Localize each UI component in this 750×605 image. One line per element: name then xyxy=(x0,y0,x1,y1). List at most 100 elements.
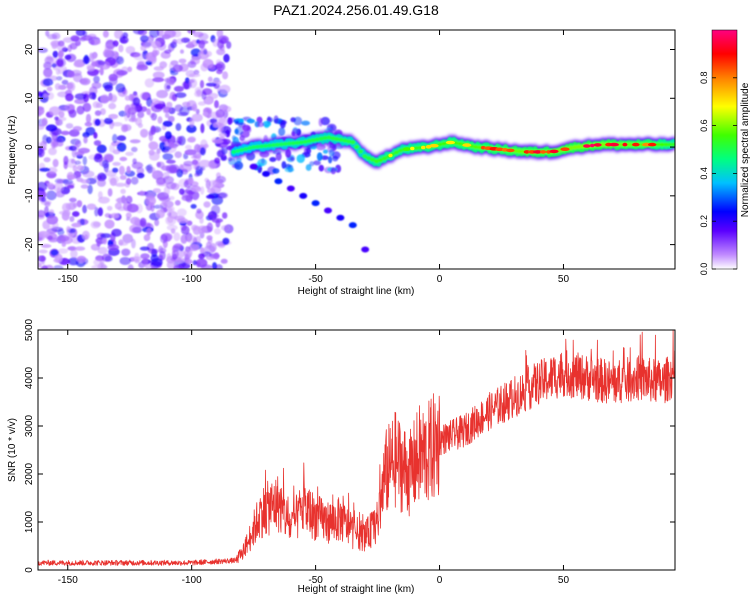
noise-blob xyxy=(234,161,244,170)
noise-blob xyxy=(142,257,149,267)
noise-blob xyxy=(134,104,143,113)
noise-blob xyxy=(43,67,53,78)
noise-blob xyxy=(97,207,103,217)
noise-blob xyxy=(52,140,59,149)
noise-blob xyxy=(119,36,129,44)
noise-blob xyxy=(80,184,89,189)
y-tick-label: 5000 xyxy=(24,318,35,341)
noise-blob xyxy=(63,155,69,166)
spectrogram-marks xyxy=(38,30,675,269)
ridge-mid-point xyxy=(251,144,257,150)
noise-blob xyxy=(281,161,287,169)
ridge-peak xyxy=(593,143,602,147)
noise-blob xyxy=(171,249,179,259)
ridge-mid-point xyxy=(437,142,443,147)
noise-blob xyxy=(42,264,48,269)
noise-blob xyxy=(194,143,201,153)
ridge-mid-point xyxy=(326,135,332,140)
noise-blob xyxy=(82,102,92,113)
y-tick-label: -10 xyxy=(24,188,35,203)
noise-blob xyxy=(187,177,193,185)
y-tick-label: 1000 xyxy=(24,510,35,533)
noise-blob xyxy=(150,41,162,49)
noise-blob xyxy=(129,139,141,144)
noise-blob xyxy=(103,117,113,125)
noise-blob xyxy=(111,122,123,127)
noise-blob xyxy=(118,44,124,53)
ridge-mid-point xyxy=(342,138,348,143)
colorbar: 0.0 0.2 0.4 0.6 0.8 Normalized spectral ampl… xyxy=(699,29,750,275)
noise-blob xyxy=(93,140,102,146)
noise-blob xyxy=(119,175,127,180)
noise-blob xyxy=(38,181,48,192)
noise-blob xyxy=(41,244,52,248)
noise-blob xyxy=(47,33,58,40)
noise-blob xyxy=(220,37,228,45)
ridge-mid-point xyxy=(576,144,582,149)
noise-blob xyxy=(195,165,204,175)
noise-blob xyxy=(132,158,137,165)
noise-blob xyxy=(119,156,128,162)
echo-point xyxy=(249,163,258,170)
ridge-mid-point xyxy=(314,137,320,142)
noise-blob xyxy=(234,126,244,136)
noise-blob xyxy=(43,93,48,99)
noise-blob xyxy=(125,177,132,185)
noise-blob xyxy=(161,200,168,206)
noise-blob xyxy=(332,155,339,162)
noise-blob xyxy=(109,144,116,153)
y-tick-label: 0 xyxy=(24,567,35,573)
noise-blob xyxy=(182,101,191,108)
noise-blob xyxy=(50,40,61,47)
noise-blob xyxy=(82,204,87,214)
ridge-mid-point xyxy=(667,142,673,147)
noise-blob xyxy=(52,50,59,58)
noise-blob xyxy=(56,76,63,81)
noise-blob xyxy=(184,149,197,156)
noise-blob xyxy=(97,60,106,66)
noise-blob xyxy=(91,61,99,67)
noise-blob xyxy=(212,179,220,188)
ridge-mid-point xyxy=(393,150,399,155)
noise-blob xyxy=(174,92,187,98)
colorbar-tick-label: 0.2 xyxy=(699,215,709,228)
noise-blob xyxy=(85,126,96,136)
noise-blob xyxy=(52,158,59,168)
noise-blob xyxy=(76,105,85,115)
noise-blob xyxy=(284,167,295,173)
noise-blob xyxy=(198,159,211,168)
noise-blob xyxy=(103,49,112,58)
ridge-mid-point xyxy=(278,142,284,147)
noise-blob xyxy=(96,174,102,181)
noise-blob xyxy=(46,182,54,188)
noise-blob xyxy=(166,224,178,231)
noise-blob xyxy=(48,147,57,156)
noise-blob xyxy=(69,216,75,222)
noise-blob xyxy=(212,139,224,144)
noise-blob xyxy=(160,234,168,244)
noise-blob xyxy=(164,131,172,140)
noise-blob xyxy=(164,112,170,119)
noise-blob xyxy=(110,50,119,59)
noise-blob xyxy=(152,71,165,79)
noise-blob xyxy=(188,73,201,78)
noise-blob xyxy=(116,142,127,152)
noise-blob xyxy=(80,218,85,226)
noise-blob xyxy=(213,252,220,260)
noise-blob xyxy=(186,220,193,226)
noise-blob xyxy=(104,213,111,218)
ridge-mid-point xyxy=(310,138,316,143)
ridge-peak xyxy=(495,147,504,152)
noise-blob xyxy=(219,84,231,94)
noise-blob xyxy=(227,117,233,125)
noise-blob xyxy=(198,32,209,41)
noise-blob xyxy=(154,127,160,133)
noise-blob xyxy=(38,210,46,218)
noise-blob xyxy=(41,117,48,127)
noise-blob xyxy=(200,123,205,134)
noise-blob xyxy=(205,179,211,190)
echo-point xyxy=(286,185,295,192)
noise-blob xyxy=(68,232,74,238)
noise-blob xyxy=(106,205,113,211)
noise-blob xyxy=(216,48,226,56)
